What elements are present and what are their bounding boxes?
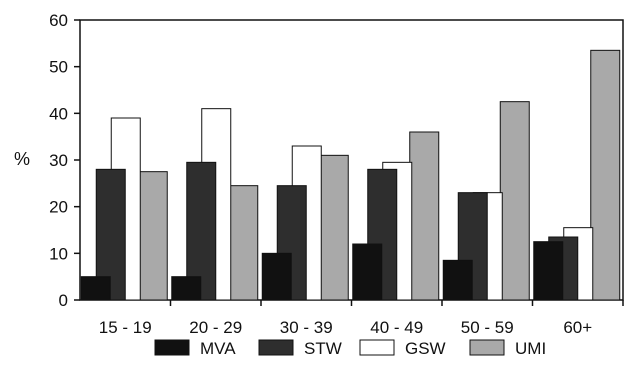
y-axis-label: % [14,149,30,169]
bar-umi-5 [590,49,621,301]
legend-label-mva: MVA [200,339,236,358]
bar-umi-3 [409,131,440,301]
bar-umi-2 [318,154,349,301]
legend-swatch-stw [258,339,294,356]
legend-swatch-gsw [359,339,395,356]
legend: MVA STW GSW UMI [154,339,546,358]
bar-mva-5 [533,241,564,301]
x-tick-label: 50 - 59 [461,318,514,337]
bar-mva-0 [80,276,111,301]
y-tick-label: 40 [49,104,68,123]
legend-label-stw: STW [304,339,342,358]
plot-area: 0 10 20 30 40 50 60 15 - 19 20 - 29 30 - 39 40 - 4… [49,11,624,337]
y-tick-label: 60 [49,11,68,30]
bar-mva-4 [442,259,473,301]
y-tick-label: 30 [49,151,68,170]
legend-label-gsw: GSW [405,339,446,358]
y-tick-label: 50 [49,58,68,77]
bar-umi-1 [228,185,259,301]
legend-label-umi: UMI [515,339,546,358]
bar-mva-3 [352,243,383,301]
y-tick-label: 10 [49,244,68,263]
legend-swatch-mva [154,339,190,356]
x-tick-label: 15 - 19 [99,318,152,337]
bar-umi-4 [499,101,530,301]
y-tick-label: 20 [49,198,68,217]
bar-mva-2 [261,252,292,301]
x-tick-label: 20 - 29 [189,318,242,337]
y-tick-label: 0 [59,291,68,310]
bar-umi-0 [137,171,168,301]
x-tick-label: 40 - 49 [370,318,423,337]
legend-swatch-umi [469,339,505,356]
x-tick-label: 30 - 39 [280,318,333,337]
bar-mva-1 [171,276,202,301]
x-tick-label: 60+ [563,318,592,337]
